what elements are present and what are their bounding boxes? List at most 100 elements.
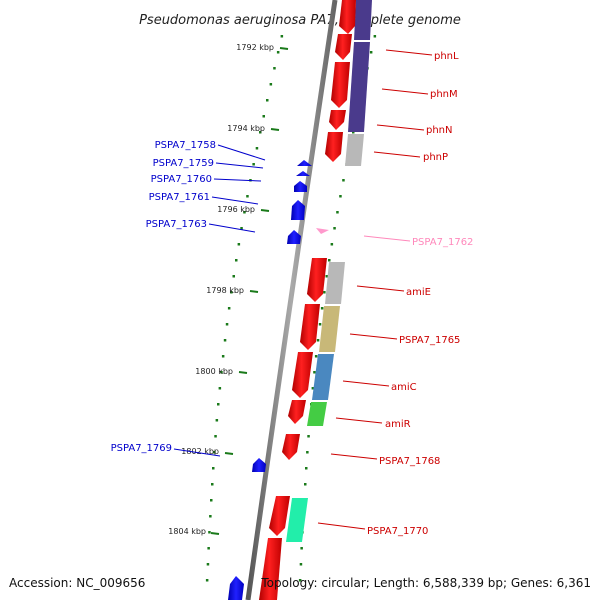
gene-label-PSPA7_1770[interactable]: PSPA7_1770: [367, 526, 428, 537]
scale-tick: [238, 371, 248, 374]
reverse-gene-arrow[interactable]: [297, 160, 312, 166]
gene-label-phnN[interactable]: phnN: [426, 125, 453, 136]
tick-dot-left: [235, 259, 238, 262]
forward-gene-arrow[interactable]: [259, 538, 282, 600]
forward-gene-arrow[interactable]: [300, 304, 320, 350]
forward-gene-arrow[interactable]: [282, 434, 300, 460]
tick-dot-left: [218, 387, 222, 390]
scale-labels: 1792 kbp 1794 kbp 1796 kbp 1798 kbp 1800…: [168, 43, 289, 536]
label-leader: [373, 151, 421, 158]
pseudo-gene-arrow[interactable]: [316, 228, 329, 234]
forward-gene-arrow[interactable]: [331, 62, 350, 108]
gene-label-phnM[interactable]: phnM: [430, 89, 458, 100]
tick-dot-right: [318, 323, 322, 326]
cog-bar-steelblue: [312, 354, 334, 400]
forward-gene-arrow[interactable]: [288, 400, 306, 424]
reverse-gene-arrow[interactable]: [287, 230, 301, 244]
tick-dot-right: [342, 179, 345, 182]
tick-dot-right: [316, 339, 320, 342]
gene-label-phnL[interactable]: phnL: [434, 51, 459, 62]
reverse-gene-arrow[interactable]: [296, 171, 310, 176]
gene-label-PSPA7_1762[interactable]: PSPA7_1762: [412, 237, 473, 248]
scale-label: 1802 kbp: [181, 447, 219, 456]
tick-dot-left: [212, 467, 215, 470]
tick-dot-left: [206, 563, 210, 566]
label-leader: [356, 285, 405, 292]
label-leader: [385, 49, 433, 56]
label-leader: [213, 178, 262, 182]
cog-bar-green: [307, 402, 327, 426]
gene-label-amiE[interactable]: amiE: [406, 287, 431, 298]
gene-label-PSPA7_1763[interactable]: PSPA7_1763: [146, 219, 207, 230]
cog-bar-aquamarine: [286, 498, 308, 542]
tick-dot-right: [298, 579, 302, 582]
tick-dot-right: [333, 227, 336, 230]
label-leader: [381, 88, 429, 95]
map-title: Pseudomonas aeruginosa PA7, complete gen…: [139, 13, 461, 28]
gene-label-PSPA7_1768[interactable]: PSPA7_1768: [379, 456, 440, 467]
tick-dot-left: [280, 35, 284, 38]
forward-gene-arrow[interactable]: [339, 0, 356, 34]
tick-dot-left: [215, 419, 219, 422]
tick-dot-left: [220, 371, 223, 374]
reverse-gene-arrow[interactable]: [291, 200, 305, 220]
label-leader: [342, 380, 390, 387]
genome-summary-text: Topology: circular; Length: 6,588,339 bp…: [260, 576, 591, 590]
reverse-gene-arrow[interactable]: [252, 458, 266, 472]
gene-label-PSPA7_1761[interactable]: PSPA7_1761: [149, 192, 210, 203]
tick-dot-right: [320, 307, 324, 310]
label-leader: [208, 223, 256, 233]
tick-dot-left: [217, 403, 220, 406]
forward-gene-arrow[interactable]: [325, 132, 343, 162]
gene-label-PSPA7_1760[interactable]: PSPA7_1760: [151, 174, 212, 185]
tick-dot-left: [252, 163, 255, 166]
gene-label-PSPA7_1759[interactable]: PSPA7_1759: [153, 158, 214, 169]
forward-gene-labels: phnL phnM phnN phnP amiE PSPA7_1765 amiC…: [317, 49, 460, 537]
scale-label: 1798 kbp: [206, 286, 244, 295]
reverse-gene-arrow[interactable]: [294, 181, 307, 192]
tick-dot-left: [208, 531, 211, 534]
tick-dot-right: [311, 387, 315, 390]
forward-gene-arrow[interactable]: [307, 258, 327, 302]
gene-label-amiR[interactable]: amiR: [385, 419, 411, 430]
tick-dot-right: [339, 195, 342, 198]
cog-track: [286, 0, 372, 542]
tick-dot-left: [269, 83, 273, 86]
cog-bar-gray: [345, 134, 364, 166]
tick-dot-left: [237, 243, 241, 246]
tick-dot-left: [266, 99, 269, 102]
scale-label: 1794 kbp: [227, 124, 265, 133]
label-leader: [317, 522, 366, 530]
tick-dot-right: [305, 467, 308, 470]
label-leader: [376, 124, 425, 131]
label-leader: [349, 333, 398, 340]
gene-label-PSPA7_1765[interactable]: PSPA7_1765: [399, 335, 460, 346]
tick-dot-right: [307, 435, 310, 438]
cog-bar-gray: [325, 262, 345, 304]
tick-dot-left: [225, 323, 229, 326]
forward-gene-arrow[interactable]: [329, 110, 346, 130]
gene-label-phnP[interactable]: phnP: [423, 152, 448, 163]
gene-label-PSPA7_1758[interactable]: PSPA7_1758: [155, 140, 216, 151]
label-leader: [173, 448, 221, 457]
gene-label-amiC[interactable]: amiC: [391, 382, 417, 393]
forward-gene-arrow[interactable]: [335, 34, 352, 60]
tick-dot-left: [211, 483, 214, 486]
tick-dot-right: [352, 131, 355, 134]
tick-dot-right: [330, 243, 334, 246]
accession-text: Accession: NC_009656: [9, 576, 145, 590]
scale-label: 1796 kbp: [217, 205, 255, 214]
tick-dot-right: [323, 291, 326, 294]
tick-dot-left: [246, 195, 249, 198]
forward-gene-arrow[interactable]: [292, 352, 313, 398]
tick-dot-right: [369, 51, 373, 54]
tick-dot-left: [273, 67, 276, 70]
label-leader: [217, 144, 266, 161]
forward-gene-arrow[interactable]: [269, 496, 290, 536]
scale-label: 1792 kbp: [236, 43, 274, 52]
tick-dot-left: [210, 499, 213, 502]
gene-label-PSPA7_1769[interactable]: PSPA7_1769: [111, 443, 172, 454]
reverse-gene-arrow[interactable]: [228, 576, 244, 600]
tick-dot-left: [213, 451, 216, 454]
tick-dot-left: [243, 211, 246, 214]
